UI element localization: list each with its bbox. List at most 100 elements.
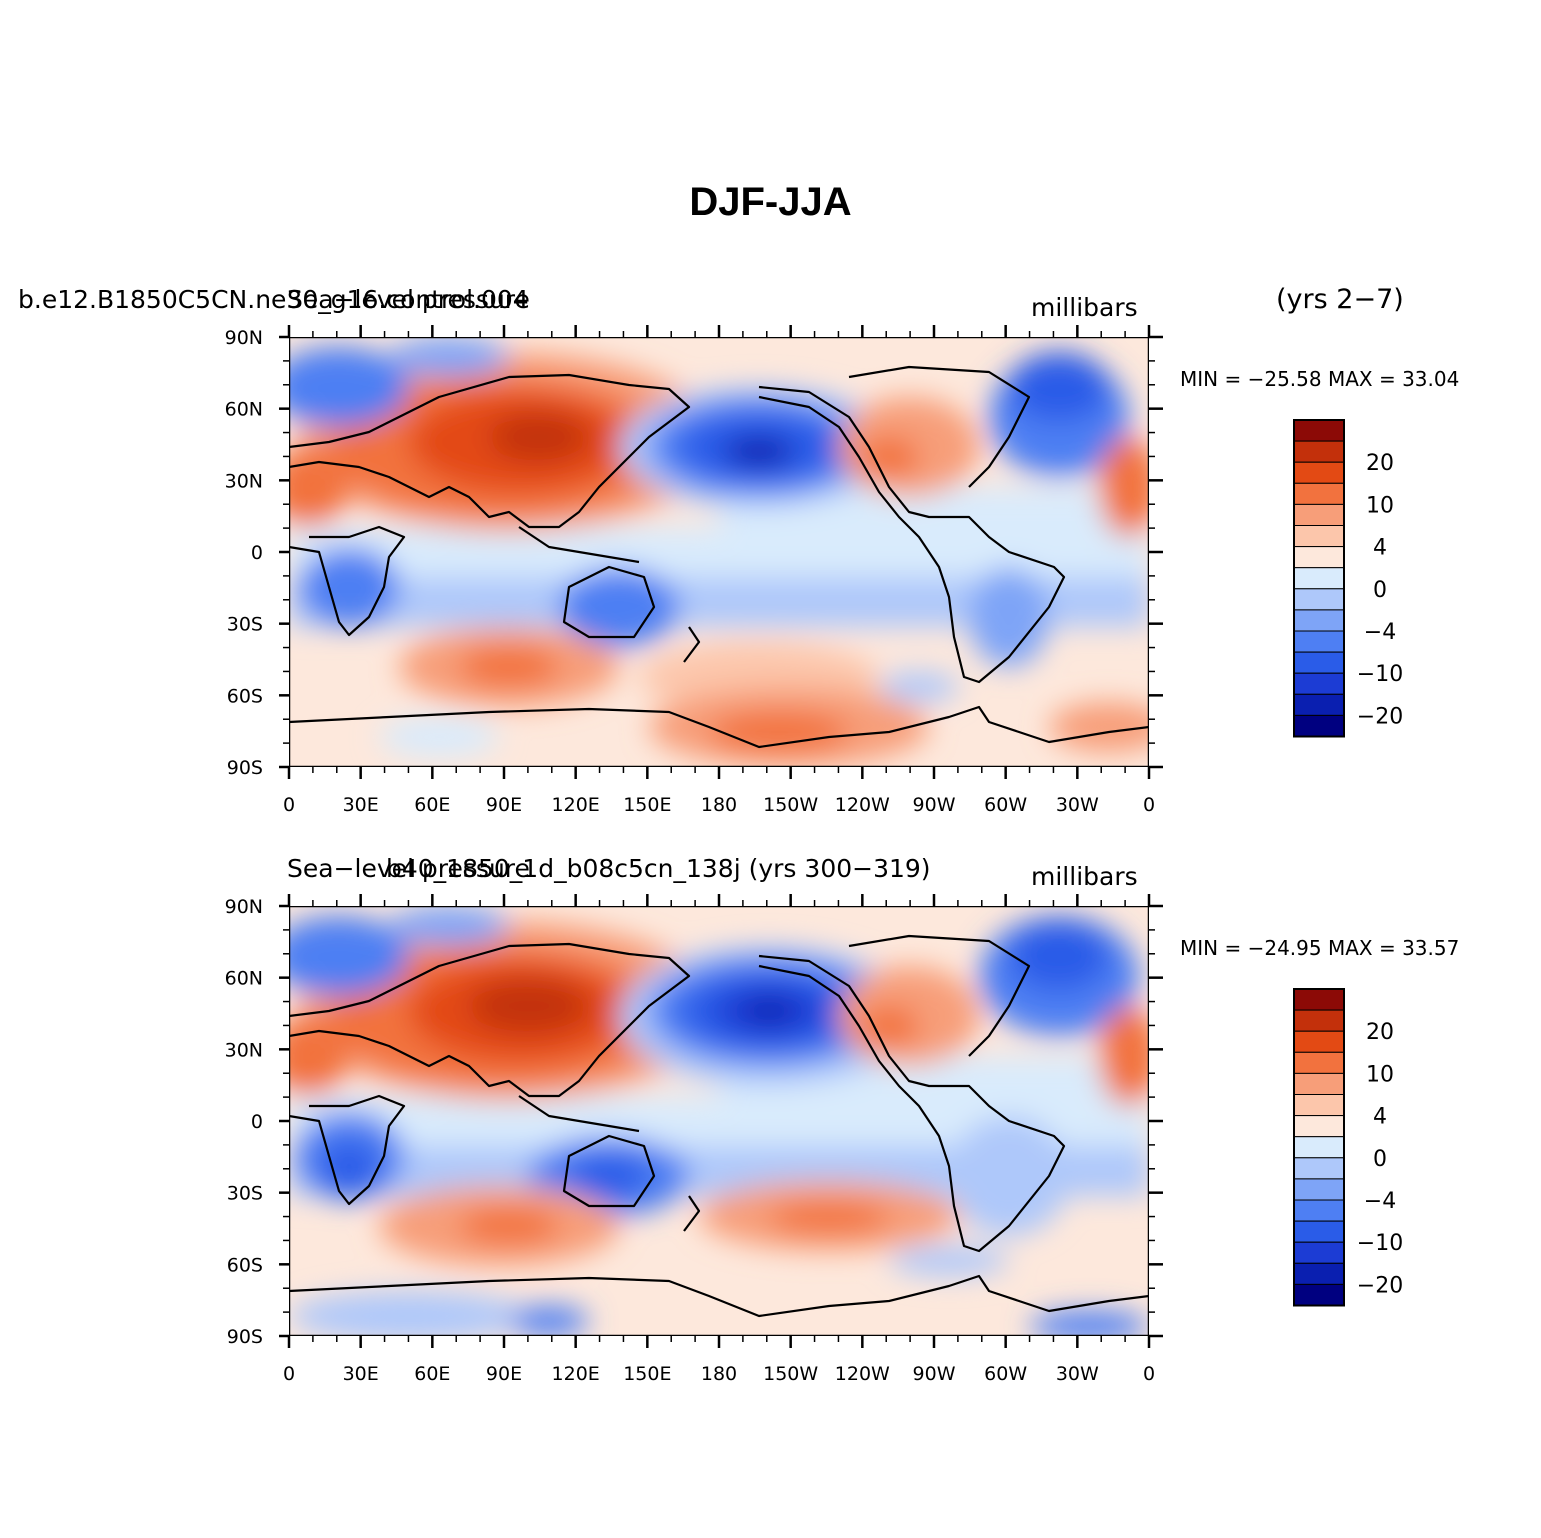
panel1-map bbox=[289, 337, 1149, 767]
colorbar-box bbox=[1293, 651, 1345, 674]
colorbar-label: −4 bbox=[1364, 1189, 1396, 1214]
lon-label: 90W bbox=[913, 794, 956, 816]
colorbar-box bbox=[1293, 482, 1345, 505]
colorbar-box bbox=[1293, 419, 1345, 442]
lon-label: 150W bbox=[763, 1363, 818, 1385]
colorbar-box bbox=[1293, 630, 1345, 653]
colorbar-box bbox=[1293, 1030, 1345, 1053]
panel1-variable-label: Sea−level pressure bbox=[287, 285, 530, 314]
colorbar-frame bbox=[1293, 419, 1345, 738]
lat-label: 60N bbox=[225, 968, 263, 990]
lat-label: 90N bbox=[225, 327, 263, 349]
colorbar-box bbox=[1293, 546, 1345, 569]
lon-label: 150E bbox=[623, 794, 671, 816]
panel2-minmax: MIN = −24.95 MAX = 33.57 bbox=[1180, 936, 1460, 960]
lat-label: 90S bbox=[227, 757, 263, 779]
colorbar-frame bbox=[1293, 988, 1345, 1307]
colorbar-box bbox=[1293, 1178, 1345, 1201]
colorbar-label: 4 bbox=[1373, 1105, 1387, 1130]
lat-label: 30N bbox=[225, 1039, 263, 1061]
colorbar-label: 4 bbox=[1373, 536, 1387, 561]
panel2-map bbox=[289, 906, 1149, 1336]
colorbar-label: 10 bbox=[1366, 493, 1394, 518]
lon-label: 60E bbox=[414, 1363, 450, 1385]
lon-label: 120E bbox=[552, 794, 600, 816]
colorbar-box bbox=[1293, 1241, 1345, 1264]
panel1-minmax: MIN = −25.58 MAX = 33.04 bbox=[1180, 367, 1460, 391]
colorbar-box bbox=[1293, 1072, 1345, 1096]
lon-label: 60E bbox=[414, 794, 450, 816]
colorbar-label: −10 bbox=[1357, 1231, 1403, 1256]
plot-title: DJF-JJA bbox=[689, 180, 852, 224]
colorbar-box bbox=[1293, 1094, 1345, 1117]
panel1-units: millibars bbox=[1031, 293, 1138, 322]
lon-label: 30E bbox=[343, 794, 379, 816]
lat-label: 30N bbox=[225, 470, 263, 492]
lon-label: 0 bbox=[1143, 1363, 1155, 1385]
panel2-variable-label: Sea−level pressure bbox=[287, 854, 530, 883]
colorbar-box bbox=[1293, 693, 1345, 716]
lat-label: 0 bbox=[251, 542, 263, 564]
lon-label: 30W bbox=[1056, 794, 1099, 816]
lon-label: 120W bbox=[835, 794, 890, 816]
lon-label: 30W bbox=[1056, 1363, 1099, 1385]
colorbar-box bbox=[1293, 1283, 1345, 1307]
panel2-case-label: b40_1850_1d_b08c5cn_138j (yrs 300−319) bbox=[386, 854, 931, 883]
colorbar-box bbox=[1293, 525, 1345, 548]
lon-label: 60W bbox=[984, 794, 1027, 816]
lon-label: 120E bbox=[552, 1363, 600, 1385]
lat-label: 0 bbox=[251, 1111, 263, 1133]
lat-label: 30S bbox=[227, 614, 263, 636]
lon-label: 90W bbox=[913, 1363, 956, 1385]
lat-label: 60S bbox=[227, 1254, 263, 1276]
colorbar-label: −4 bbox=[1364, 620, 1396, 645]
colorbar-box bbox=[1293, 1009, 1345, 1032]
lon-label: 90E bbox=[486, 1363, 522, 1385]
colorbar-label: −20 bbox=[1357, 1273, 1403, 1298]
lon-label: 0 bbox=[283, 794, 295, 816]
colorbar-box bbox=[1293, 988, 1345, 1011]
colorbar-box bbox=[1293, 714, 1345, 738]
lat-label: 60S bbox=[227, 685, 263, 707]
colorbar-label: −20 bbox=[1357, 704, 1403, 729]
colorbar-box bbox=[1293, 1199, 1345, 1222]
lon-label: 30E bbox=[343, 1363, 379, 1385]
colorbar-box bbox=[1293, 1115, 1345, 1138]
colorbar-label: −10 bbox=[1357, 662, 1403, 687]
panel1-case-label: b.e12.B1850C5CN.ne30_g16.control.004 bbox=[18, 285, 529, 314]
colorbar-box bbox=[1293, 1136, 1345, 1159]
colorbar-label: 20 bbox=[1366, 1020, 1394, 1045]
panel1-years: (yrs 2−7) bbox=[1276, 284, 1404, 315]
colorbar-label: 10 bbox=[1366, 1062, 1394, 1087]
colorbar-box bbox=[1293, 588, 1345, 611]
colorbar-box bbox=[1293, 503, 1345, 526]
lon-label: 150E bbox=[623, 1363, 671, 1385]
colorbar-box bbox=[1293, 461, 1345, 484]
lon-label: 180 bbox=[701, 1363, 737, 1385]
colorbar-box bbox=[1293, 1051, 1345, 1074]
lon-label: 120W bbox=[835, 1363, 890, 1385]
colorbar-box bbox=[1293, 1157, 1345, 1180]
colorbar-label: 20 bbox=[1366, 451, 1394, 476]
lat-label: 90S bbox=[227, 1326, 263, 1348]
colorbar-label: 0 bbox=[1373, 1147, 1387, 1172]
lon-label: 180 bbox=[701, 794, 737, 816]
colorbar-box bbox=[1293, 440, 1345, 463]
colorbar-label: 0 bbox=[1373, 578, 1387, 603]
lon-label: 90E bbox=[486, 794, 522, 816]
lon-label: 0 bbox=[283, 1363, 295, 1385]
lon-label: 60W bbox=[984, 1363, 1027, 1385]
lat-label: 90N bbox=[225, 896, 263, 918]
lat-label: 60N bbox=[225, 399, 263, 421]
lon-label: 0 bbox=[1143, 794, 1155, 816]
colorbar-box bbox=[1293, 1262, 1345, 1285]
colorbars: 20 10 4 0 −4 −10 −20 20 10 4 0 −4 −10 −20 bbox=[1293, 419, 1403, 1307]
colorbar-box bbox=[1293, 567, 1345, 590]
lat-label: 30S bbox=[227, 1183, 263, 1205]
panel2-units: millibars bbox=[1031, 862, 1138, 891]
colorbar-box bbox=[1293, 1220, 1345, 1243]
colorbar-box bbox=[1293, 672, 1345, 695]
lon-label: 150W bbox=[763, 794, 818, 816]
map-axes: 90N 60N 30N 0 30S 60S 90S 0 30E 60E 90E 120E 150E 180… bbox=[225, 325, 1163, 1385]
